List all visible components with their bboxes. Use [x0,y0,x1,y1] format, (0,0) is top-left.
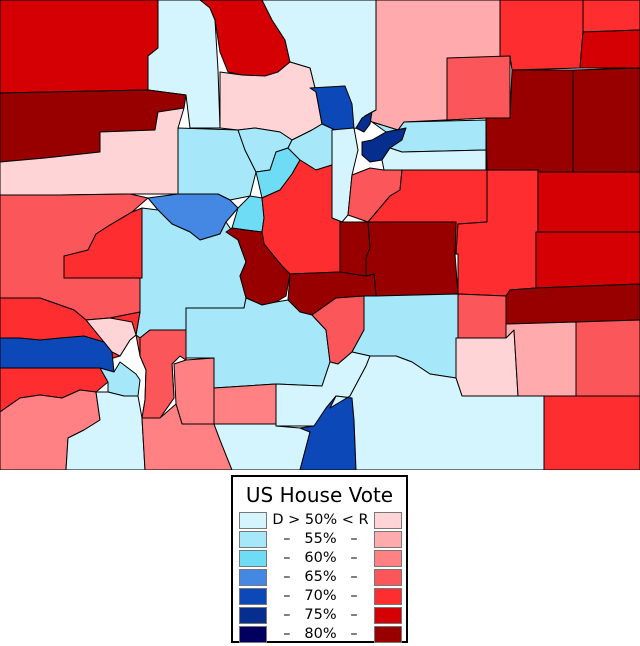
county-morgan[interactable] [446,55,511,121]
county-lake[interactable] [231,195,265,233]
legend-row: – 70% – [239,588,402,605]
county-rio-grande[interactable] [173,357,215,425]
legend-row: – 60% – [239,550,402,567]
legend-title: US House Vote [245,483,394,507]
colorado-county-map [0,0,640,470]
county-kiowa[interactable] [505,283,640,325]
legend-rep-swatch [374,626,402,643]
legend-label: – 75% – [283,607,358,623]
map-legend: US House Vote D > 50% < R – 55% – – 60% – –… [231,475,408,643]
county-prowers[interactable] [575,319,640,397]
county-mineral[interactable] [139,329,187,419]
legend-dem-swatch [239,588,267,605]
county-delta[interactable] [63,207,143,279]
legend-dem-swatch [239,550,267,567]
legend-label: – 80% – [283,626,358,642]
legend-rep-swatch [374,607,402,624]
county-baca[interactable] [543,395,640,470]
legend-rep-swatch [374,569,402,586]
county-broomfield[interactable] [355,111,373,133]
county-el-paso[interactable] [365,221,459,297]
legend-row: – 75% – [239,607,402,624]
legend-row: D > 50% < R [239,512,402,529]
county-san-juan[interactable] [99,361,141,397]
county-san-miguel[interactable] [0,335,115,373]
legend-label: – 60% – [283,550,358,566]
legend-label: – 65% – [283,569,358,585]
legend-dem-swatch [239,531,267,548]
legend-dem-swatch [239,626,267,643]
legend-rep-swatch [374,550,402,567]
legend-dem-swatch [239,607,267,624]
legend-dem-swatch [239,569,267,586]
county-phillips[interactable] [579,29,640,69]
legend-label: – 70% – [283,588,358,604]
county-moffat[interactable] [0,0,159,94]
county-lincoln[interactable] [537,171,640,233]
legend-rep-swatch [374,512,402,529]
county-sedgwick[interactable] [582,0,640,33]
county-crowley[interactable] [457,293,507,341]
county-logan[interactable] [499,0,584,71]
county-cheyenne[interactable] [535,231,640,289]
legend-rep-swatch [374,588,402,605]
county-otero[interactable] [455,329,519,397]
county-alamosa[interactable] [213,383,277,425]
legend-rep-swatch [374,531,402,548]
legend-row: – 65% – [239,569,402,586]
legend-label: D > 50% < R [272,512,369,528]
county-arapahoe[interactable] [381,147,487,171]
county-grand[interactable] [219,61,323,141]
county-chaffee[interactable] [225,227,291,306]
legend-row: – 55% – [239,531,402,548]
legend-dem-swatch [239,512,267,529]
county-las-animas[interactable] [329,355,545,470]
legend-row: – 80% – [239,626,402,643]
county-yuma[interactable] [572,67,640,173]
legend-label: – 55% – [283,531,358,547]
